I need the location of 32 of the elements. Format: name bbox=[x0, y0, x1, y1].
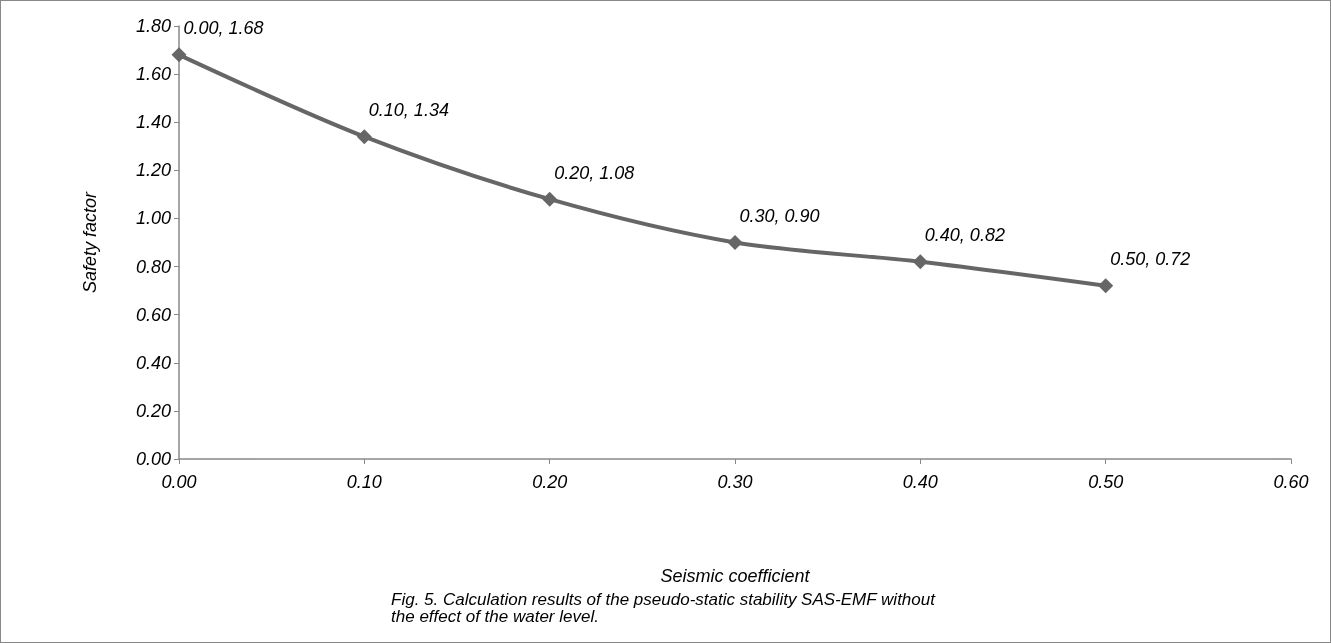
x-tick-label: 0.60 bbox=[1273, 472, 1309, 492]
y-tick-label: 0.60 bbox=[135, 304, 171, 325]
point bbox=[912, 254, 928, 270]
y-tick-label: 1.00 bbox=[135, 208, 171, 229]
data-label: 0.00, 1.68 bbox=[183, 18, 264, 39]
data-label: 0.50, 0.72 bbox=[1110, 249, 1191, 270]
point bbox=[542, 191, 558, 207]
x-tick-label: 0.00 bbox=[161, 472, 197, 492]
point bbox=[356, 129, 372, 145]
y-tick-label: 0.00 bbox=[135, 449, 171, 469]
y-tick-label: 1.80 bbox=[135, 16, 171, 36]
y-tick-label: 1.40 bbox=[135, 112, 171, 133]
x-tick-label: 0.20 bbox=[532, 472, 568, 492]
x-tick-label: 0.50 bbox=[1088, 472, 1124, 492]
y-axis-title: Safety factor bbox=[80, 190, 100, 294]
point bbox=[1098, 278, 1114, 294]
x-tick-label: 0.30 bbox=[717, 472, 753, 492]
data-label: 0.20, 1.08 bbox=[554, 162, 635, 183]
y-tick-label: 0.40 bbox=[135, 352, 171, 373]
data-label: 0.30, 0.90 bbox=[739, 206, 820, 226]
point bbox=[171, 47, 187, 63]
x-tick-label: 0.40 bbox=[902, 472, 938, 492]
caption: Fig. 5. Calculation results of the pseudo-static stability SAS-EMF without the effect of the water level. bbox=[391, 590, 940, 626]
y-tick-label: 0.20 bbox=[135, 400, 171, 421]
x-axis-title: Seismic coefficient bbox=[660, 566, 811, 586]
y-tick-label: 1.20 bbox=[135, 160, 171, 181]
x-tick-label: 0.10 bbox=[346, 472, 382, 492]
y-tick-label: 1.60 bbox=[135, 64, 171, 85]
y-tick-label: 0.80 bbox=[135, 256, 171, 277]
data-label: 0.10, 1.34 bbox=[368, 100, 449, 121]
point bbox=[727, 235, 743, 250]
data-label: 0.40, 0.82 bbox=[924, 225, 1005, 246]
